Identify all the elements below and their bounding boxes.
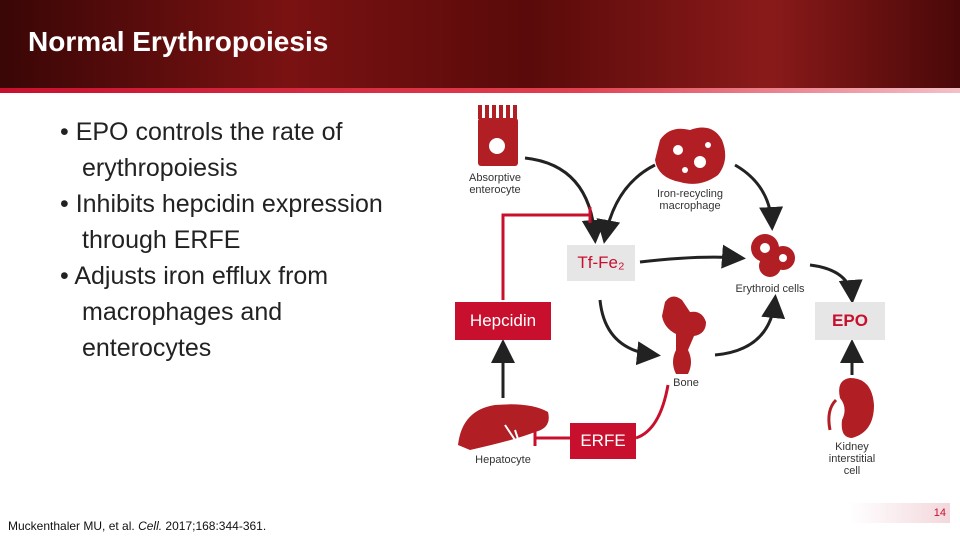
citation-authors: Muckenthaler MU, et al.	[8, 519, 135, 533]
macrophage-icon	[655, 127, 726, 184]
header-band	[0, 0, 960, 88]
node-box: EPO	[815, 302, 885, 340]
citation: Muckenthaler MU, et al. Cell. 2017;168:3…	[8, 519, 266, 533]
node-label: Iron-recycling macrophage	[656, 188, 724, 212]
bullet: EPO controls the rate of erythropoiesis	[60, 114, 410, 186]
node-label: Bone	[673, 377, 699, 389]
bullet-list: EPO controls the rate of erythropoiesis …	[60, 114, 410, 366]
node-box: ERFE	[570, 423, 636, 459]
citation-journal: Cell.	[138, 519, 163, 533]
erythroid-icon	[751, 234, 795, 277]
enterocyte-icon	[478, 105, 518, 166]
node-box: Hepcidin	[455, 302, 551, 340]
flow-arrows	[491, 156, 864, 398]
node-label: Absorptive enterocyte	[469, 172, 521, 196]
node-label: Hepatocyte	[475, 454, 531, 466]
citation-details: 2017;168:344-361.	[165, 519, 267, 533]
header-rule	[0, 88, 960, 93]
kidney-icon	[827, 378, 874, 438]
page-number: 14	[850, 503, 950, 523]
bone-icon	[662, 296, 706, 374]
inhibition-lines	[501, 207, 670, 446]
hepatocyte-icon	[458, 404, 549, 450]
bullet: Inhibits hepcidin expression through ERF…	[60, 186, 410, 258]
bullet: Adjusts iron efflux from macrophages and…	[60, 258, 410, 366]
node-box: Tf-Fe₂	[567, 245, 635, 281]
node-label: Kidney interstitial cell	[828, 441, 876, 477]
slide-title: Normal Erythropoiesis	[28, 26, 329, 57]
node-label: Erythroid cells	[735, 283, 805, 295]
